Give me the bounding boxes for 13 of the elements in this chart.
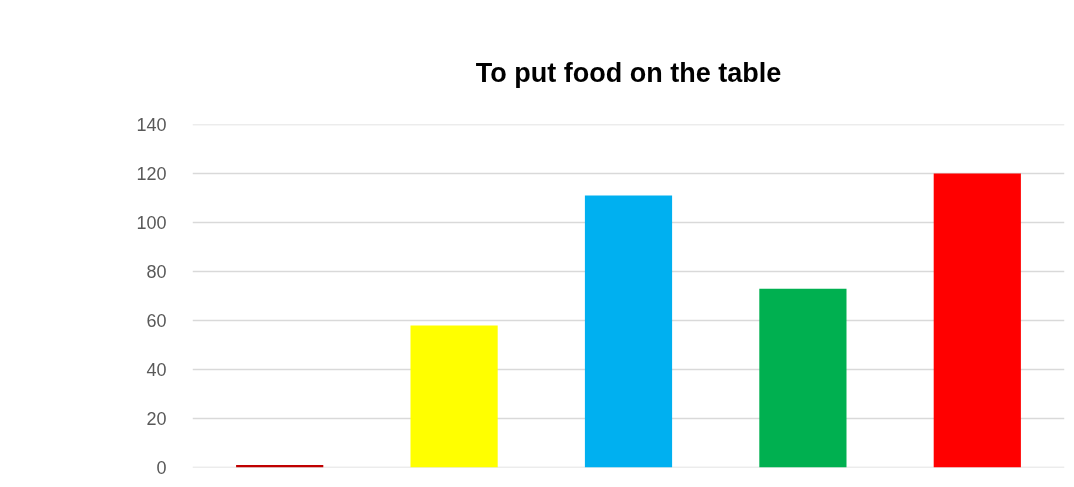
y-tick-label: 140: [136, 115, 167, 135]
y-tick-label: 20: [146, 409, 167, 429]
y-tick-label: 80: [146, 262, 167, 282]
bar: [584, 195, 673, 468]
y-tick-label: 40: [146, 360, 167, 380]
chart-title: To put food on the table: [475, 57, 782, 88]
bar: [759, 288, 847, 468]
y-tick-label: 120: [136, 164, 167, 184]
y-tick-label: 0: [156, 458, 167, 478]
y-tick-label: 100: [136, 213, 167, 233]
bar: [933, 173, 1021, 468]
y-tick-label: 60: [146, 311, 167, 331]
bar: [410, 325, 498, 468]
